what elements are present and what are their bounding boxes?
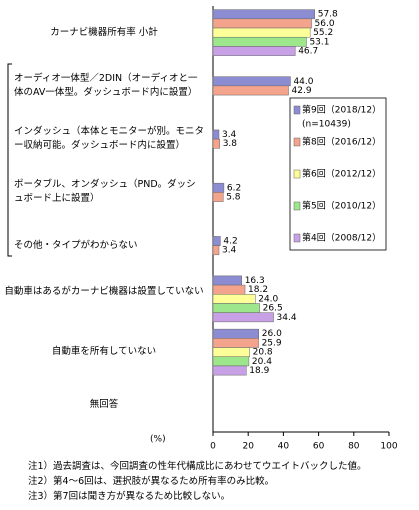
bar (212, 275, 242, 286)
category-label: 自動車を所有していない (51, 346, 157, 358)
category-label: オーディオ一体型／2DIN（オーディオと一体のAV一体型。ダッシュボード内に設置… (14, 72, 198, 98)
bar (212, 347, 250, 357)
data-label: 6.2 (227, 183, 241, 193)
bar (212, 312, 274, 323)
legend-label: 第4回（2008/12） (302, 232, 381, 244)
x-tick-label: 20 (242, 442, 254, 452)
category-label: その他・タイプがわからない (14, 239, 138, 251)
data-label: 24.0 (258, 294, 278, 304)
legend-swatch (293, 233, 301, 243)
data-label: 3.4 (222, 246, 237, 256)
x-tick-label: 100 (380, 442, 397, 452)
data-label: 5.8 (226, 192, 241, 202)
data-label: 56.0 (315, 19, 335, 29)
data-label: 3.4 (222, 130, 237, 140)
data-label: 55.2 (313, 28, 333, 38)
x-tick-label: 80 (348, 442, 360, 452)
x-axis-label: (%) (150, 435, 166, 445)
data-label: 26.0 (262, 329, 282, 339)
bar (212, 303, 260, 313)
bar (212, 365, 247, 376)
data-label: 25.9 (262, 338, 282, 348)
bar (212, 76, 291, 87)
bar (212, 9, 315, 20)
x-tick-label: 40 (278, 442, 290, 452)
bar (212, 18, 312, 29)
data-label: 57.8 (318, 10, 338, 20)
bar (212, 27, 311, 38)
footnote: 注3）第7回は聞き方が異なるため比較しない。 (28, 491, 231, 502)
bar (212, 46, 296, 56)
data-label: 20.4 (252, 357, 272, 367)
legend-note: (n=10439) (302, 120, 351, 130)
legend-swatch (293, 201, 301, 211)
category-label: カーナビ機器所有率 小計 (50, 26, 158, 38)
bar (212, 284, 246, 295)
legend-label: 第5回（2010/12） (302, 200, 381, 212)
category-label: 自動車はあるがカーナビ機器は設置していない (4, 285, 204, 297)
data-label: 46.7 (298, 47, 318, 57)
bar (212, 192, 224, 202)
bar (212, 245, 220, 256)
bar (212, 129, 220, 140)
x-tick-label: 60 (313, 442, 325, 452)
legend-swatch (293, 137, 301, 147)
bar (212, 294, 256, 304)
bar (212, 138, 220, 149)
data-label: 3.8 (223, 139, 238, 149)
data-label: 34.4 (277, 313, 297, 323)
legend-swatch (293, 105, 301, 115)
bar (212, 328, 260, 339)
data-label: 20.8 (253, 348, 273, 358)
legend-label: 第9回（2018/12） (302, 104, 381, 116)
data-label: 18.2 (248, 285, 268, 295)
bar (212, 236, 221, 246)
bar (212, 356, 250, 367)
data-label: 53.1 (309, 37, 329, 47)
category-label: 無回答 (89, 399, 119, 411)
bracket (7, 63, 12, 257)
data-label: 4.2 (223, 237, 237, 247)
data-label: 42.9 (292, 86, 312, 96)
category-label: インダッシュ（本体とモニターが別。モニター収納可能。ダッシュボード内に設置） (14, 126, 205, 152)
category-label: ポータブル、オンダッシュ（PND。ダッシュボード上に設置） (14, 179, 196, 205)
bar (212, 182, 225, 193)
data-label: 26.5 (263, 304, 283, 314)
footnote: 注1）過去調査は、今回調査の性年代構成比にあわせてウエイトバックした値。 (28, 461, 367, 472)
data-label: 18.9 (249, 366, 269, 376)
legend-label: 第8回（2016/12） (302, 136, 381, 148)
bar (212, 36, 307, 47)
legend-label: 第6回（2012/12） (302, 168, 381, 180)
legend-box (289, 97, 387, 251)
legend-swatch (293, 169, 301, 179)
data-label: 44.0 (293, 77, 313, 87)
data-label: 16.3 (245, 276, 265, 286)
bar (212, 338, 259, 348)
footnote: 注2）第4～6回は、選択肢が異なるため所有率のみ比較。 (28, 476, 275, 487)
bar (212, 85, 289, 96)
x-tick-label: 0 (210, 442, 216, 452)
